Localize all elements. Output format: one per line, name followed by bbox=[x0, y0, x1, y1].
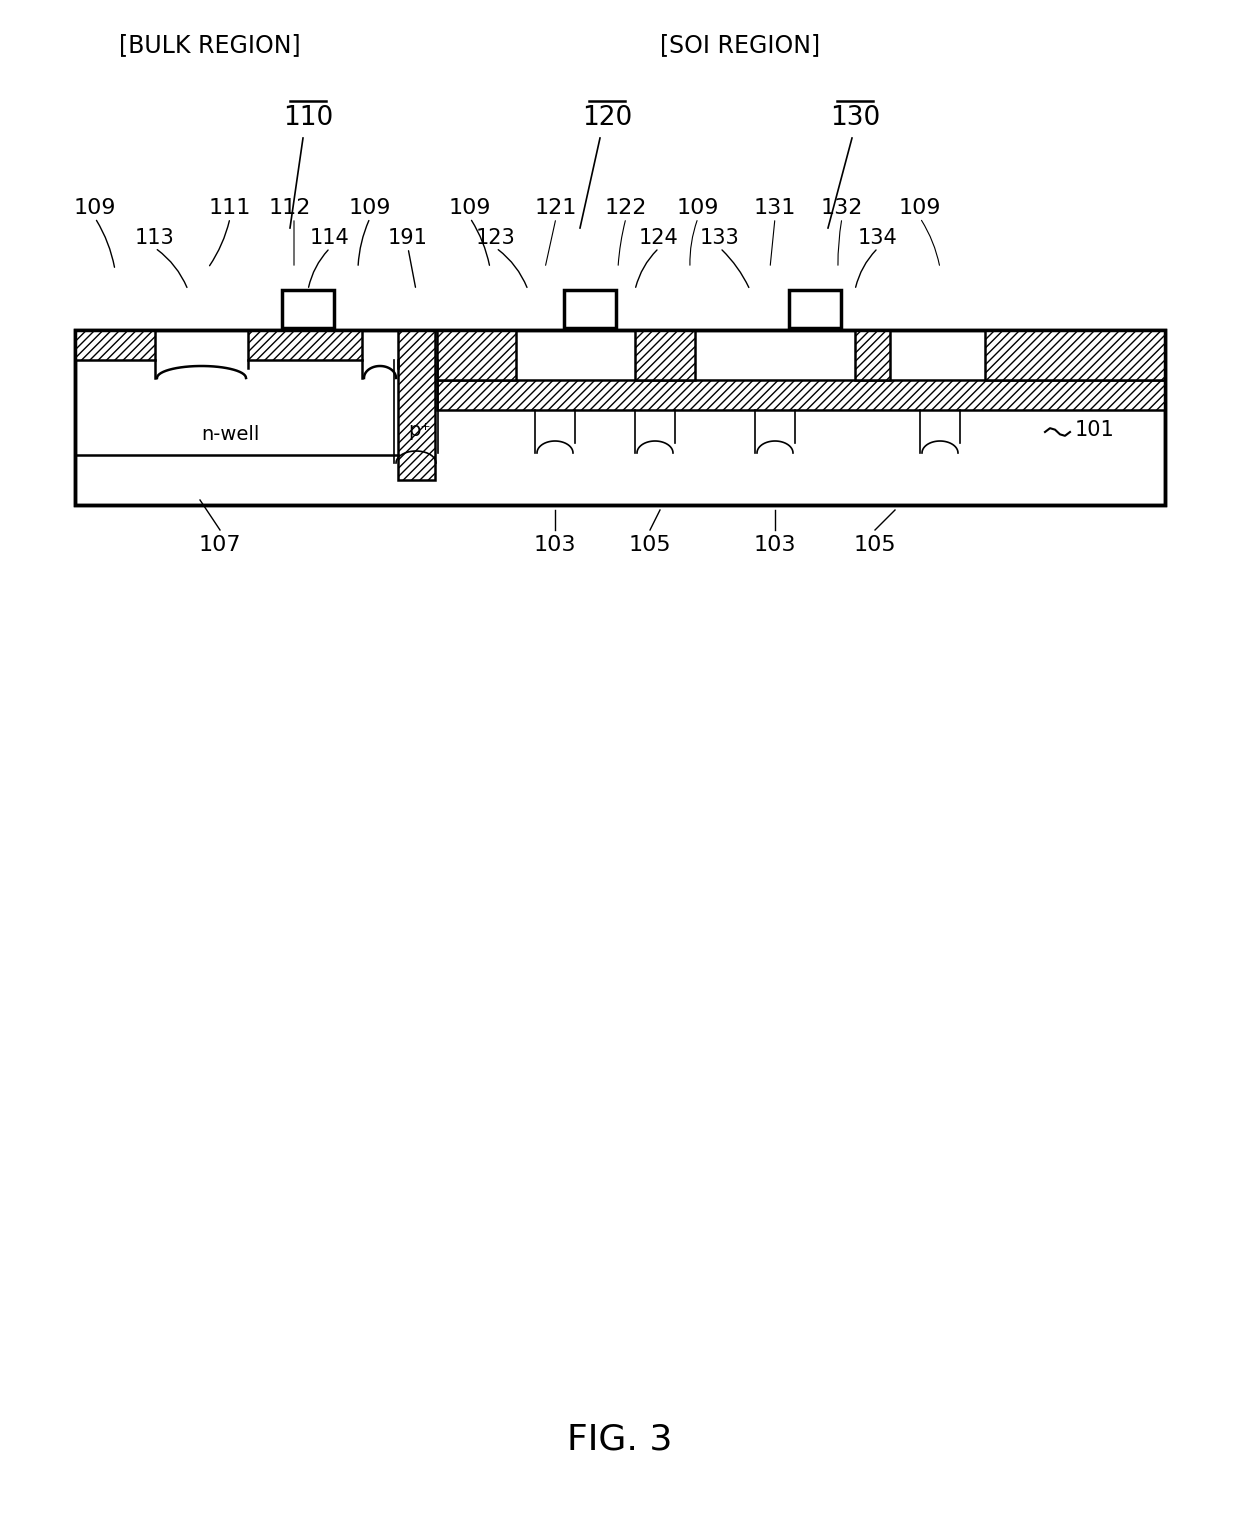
Text: 114: 114 bbox=[310, 229, 350, 249]
Text: 103: 103 bbox=[533, 536, 577, 556]
Text: 105: 105 bbox=[853, 536, 897, 556]
Text: 101: 101 bbox=[1075, 421, 1115, 441]
Text: 124: 124 bbox=[639, 229, 678, 249]
Bar bbox=[281, 290, 334, 328]
Text: 107: 107 bbox=[198, 536, 242, 556]
Text: [BULK REGION]: [BULK REGION] bbox=[119, 32, 301, 57]
Bar bbox=[856, 330, 890, 381]
Text: 109: 109 bbox=[73, 198, 117, 218]
Text: 112: 112 bbox=[269, 198, 311, 218]
Text: 111: 111 bbox=[208, 198, 252, 218]
Text: 103: 103 bbox=[754, 536, 796, 556]
Text: [SOI REGION]: [SOI REGION] bbox=[660, 32, 820, 57]
Bar bbox=[635, 330, 694, 381]
Text: 113: 113 bbox=[135, 229, 175, 249]
Text: n-well: n-well bbox=[201, 425, 259, 445]
Text: FIG. 3: FIG. 3 bbox=[568, 1423, 672, 1457]
Text: 130: 130 bbox=[830, 104, 880, 130]
Text: 109: 109 bbox=[348, 198, 392, 218]
Text: 123: 123 bbox=[476, 229, 516, 249]
Bar bbox=[74, 330, 1166, 505]
Text: 122: 122 bbox=[605, 198, 647, 218]
Text: 110: 110 bbox=[283, 104, 334, 130]
Bar bbox=[985, 330, 1166, 381]
Text: 133: 133 bbox=[701, 229, 740, 249]
Bar bbox=[436, 381, 1166, 410]
Text: 132: 132 bbox=[821, 198, 863, 218]
Text: 105: 105 bbox=[629, 536, 671, 556]
Text: 134: 134 bbox=[858, 229, 898, 249]
Bar bbox=[248, 330, 362, 361]
Text: 131: 131 bbox=[754, 198, 796, 218]
Bar bbox=[564, 290, 616, 328]
Bar bbox=[398, 330, 435, 480]
Bar bbox=[74, 330, 1166, 505]
Bar bbox=[789, 290, 841, 328]
Text: 120: 120 bbox=[582, 104, 632, 130]
Bar bbox=[74, 330, 155, 361]
Text: 121: 121 bbox=[534, 198, 577, 218]
Text: 109: 109 bbox=[449, 198, 491, 218]
Text: 109: 109 bbox=[677, 198, 719, 218]
Text: 191: 191 bbox=[388, 229, 428, 249]
Bar bbox=[436, 330, 516, 381]
Text: p⁺: p⁺ bbox=[409, 421, 432, 439]
Text: 109: 109 bbox=[899, 198, 941, 218]
